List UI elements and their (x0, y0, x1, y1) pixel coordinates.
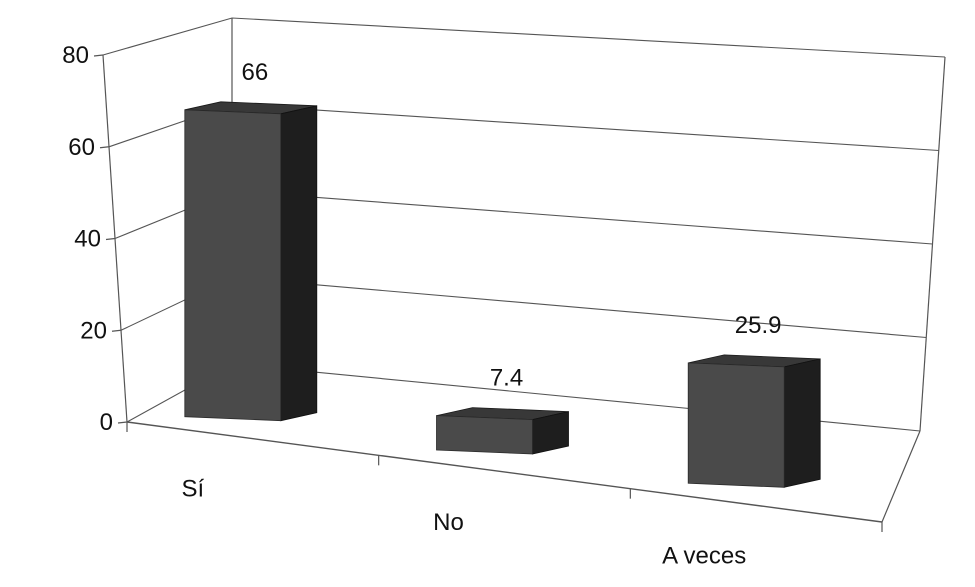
y-tick (117, 421, 128, 424)
chart-labels: 0 20 40 60 80 66 Sí 7.4 No 25.9 A veces (62, 42, 781, 569)
y-tick (105, 237, 116, 241)
chart-bars (184, 101, 821, 488)
bar-value-label: 25.9 (735, 312, 782, 339)
bar-value-label: 7.4 (490, 365, 523, 392)
floor-right-edge (881, 430, 921, 523)
category-label: Sí (181, 476, 204, 503)
gridline (102, 17, 946, 58)
chart-axes (93, 18, 946, 532)
bar-side (280, 105, 318, 422)
category-label: A veces (662, 542, 746, 569)
y-tick (93, 54, 104, 57)
y-tick (99, 146, 110, 149)
back-right-edge (919, 56, 946, 432)
x-axis (126, 421, 883, 523)
y-tick-label: 0 (100, 409, 113, 436)
bar (184, 109, 282, 422)
bar-value-label: 66 (241, 59, 268, 86)
y-tick-label: 20 (80, 317, 107, 344)
bar-side (783, 358, 821, 488)
category-label: No (433, 509, 464, 536)
bar (687, 362, 785, 488)
y-tick-label: 40 (74, 226, 101, 253)
y-tick-label: 60 (68, 134, 95, 161)
y-axis (102, 54, 128, 423)
y-tick (111, 329, 122, 332)
bar (436, 415, 533, 455)
y-tick-label: 80 (62, 42, 89, 69)
